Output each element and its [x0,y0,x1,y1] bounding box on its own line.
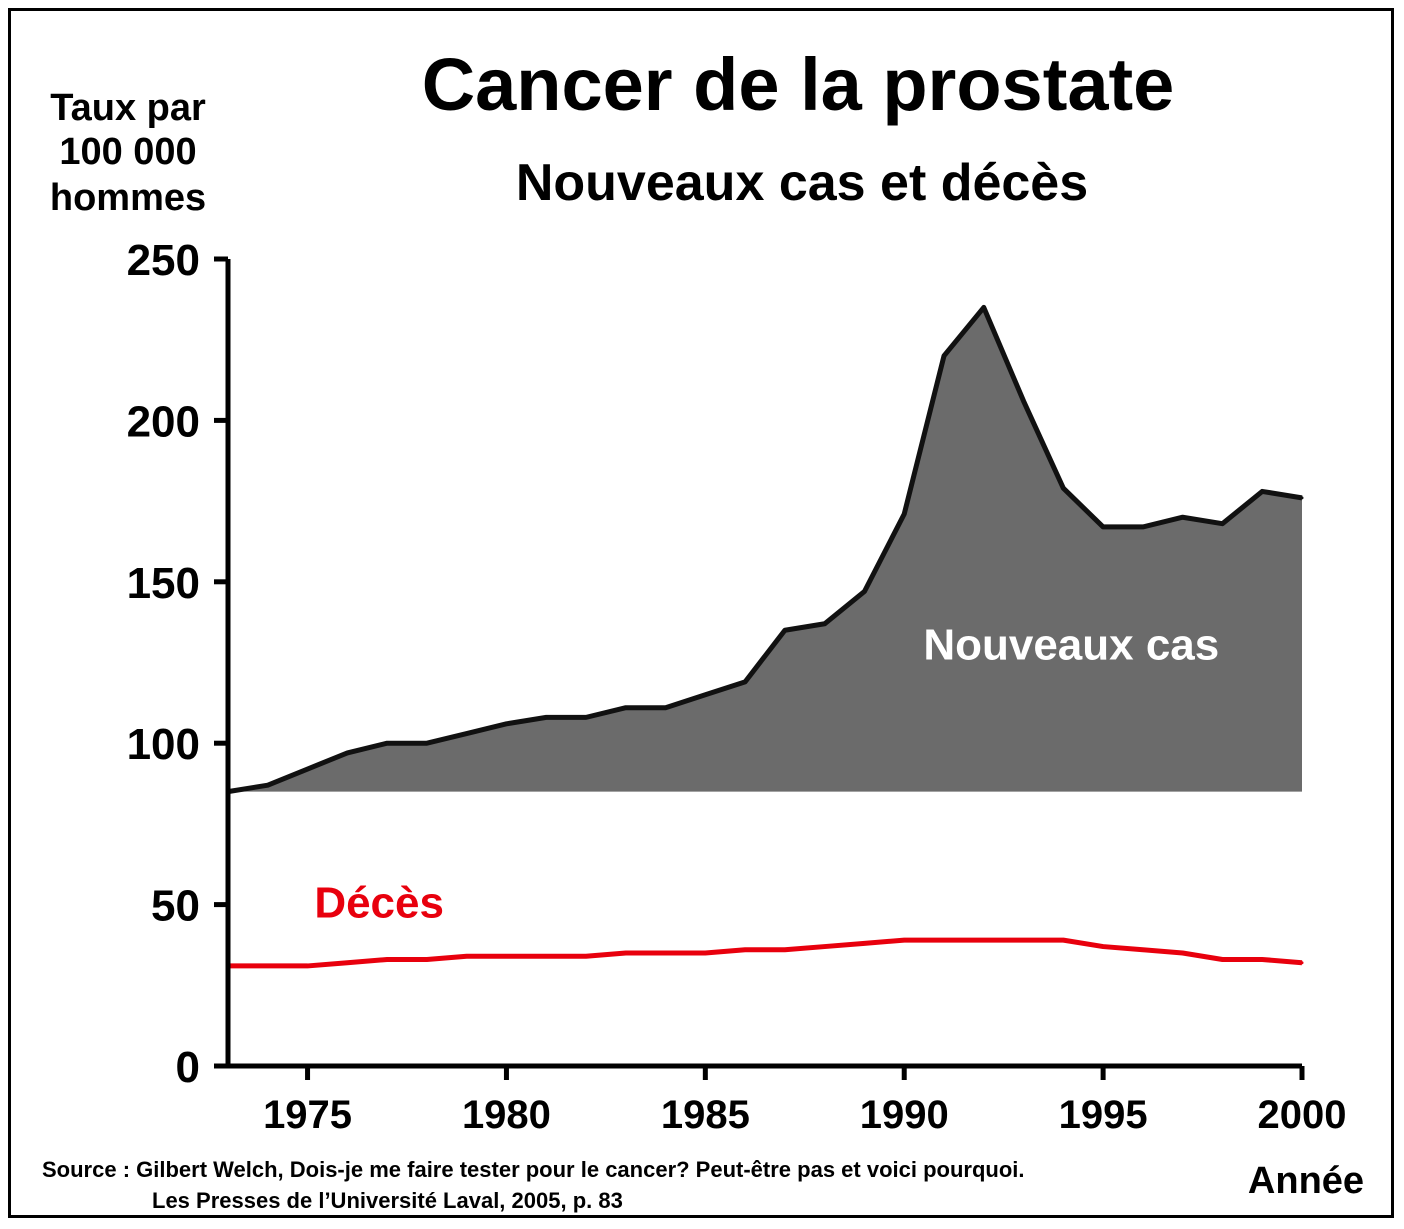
deaths-point [385,957,389,961]
deaths-point [544,954,548,958]
y-tick-label: 250 [127,236,200,285]
deaths-point [1260,957,1264,961]
new-cases-point [465,732,469,736]
new-cases-point [664,706,668,710]
y-tick-label: 50 [151,882,200,931]
deaths-point [982,938,986,942]
x-tick-label: 1975 [263,1093,352,1137]
deaths-point [266,964,270,968]
deaths-point [823,945,827,949]
deaths-point [1220,957,1224,961]
deaths-point [306,964,310,968]
new-cases-point [1220,522,1224,526]
new-cases-point [584,715,588,719]
new-cases-point [385,741,389,745]
deaths-label: Décès [314,879,444,928]
deaths-point [584,954,588,958]
x-tick-label: 1995 [1059,1093,1148,1137]
new-cases-point [504,722,508,726]
x-tick-label: 2000 [1258,1093,1347,1137]
y-axis-label-line-1: Taux par [50,87,206,129]
chart-subtitle: Nouveaux cas et décès [516,154,1088,212]
y-axis-label-line-3: hommes [50,177,206,219]
deaths-point [664,951,668,955]
source-line-2: Les Presses de l’Université Laval, 2005,… [152,1188,623,1213]
new-cases-point [743,680,747,684]
x-axis-label: Année [1248,1160,1364,1202]
y-tick-label: 150 [127,559,200,608]
deaths-point [942,938,946,942]
deaths-point [345,961,349,965]
x-tick-label: 1980 [462,1093,551,1137]
new-cases-point [703,693,707,697]
deaths-point [1181,951,1185,955]
deaths-point [504,954,508,958]
deaths-point [465,954,469,958]
deaths-point [703,951,707,955]
new-cases-point [823,622,827,626]
new-cases-point [902,512,906,516]
new-cases-point [1181,515,1185,519]
new-cases-point [266,783,270,787]
y-axis-label-line-2: 100 000 [59,131,196,173]
y-tick-label: 0 [176,1043,200,1092]
y-tick-label: 200 [127,397,200,446]
new-cases-line [227,304,1303,795]
deaths-line [228,937,1303,969]
new-cases-point [1022,399,1026,403]
deaths-point [1061,938,1065,942]
new-cases-point [1260,489,1264,493]
deaths-point [783,948,787,952]
deaths-point [1022,938,1026,942]
new-cases-point [345,751,349,755]
chart-title: Cancer de la prostate [422,43,1175,126]
new-cases-point [1300,496,1304,500]
source-line-1: Source : Gilbert Welch, Dois-je me faire… [42,1157,1025,1182]
new-cases-area [228,307,1302,792]
plot-area: 0 50 100 150 200 250 1975 1980 1985 1990 1995 2000 N… [127,236,1347,1137]
new-cases-point [624,706,628,710]
new-cases-point [982,305,986,309]
deaths-point [862,941,866,945]
new-cases-point [544,715,548,719]
new-cases-point [425,741,429,745]
x-tick-label: 1990 [860,1093,949,1137]
new-cases-point [306,767,310,771]
deaths-point [1300,961,1304,965]
new-cases-point [1101,525,1105,529]
new-cases-point [1061,486,1065,490]
new-cases-point [783,628,787,632]
deaths-point [425,957,429,961]
new-cases-label: Nouveaux cas [923,620,1219,669]
deaths-point [1101,945,1105,949]
new-cases-point [1141,525,1145,529]
y-tick-label: 100 [127,720,200,769]
new-cases-point [942,354,946,358]
deaths-point [743,948,747,952]
deaths-point [624,951,628,955]
new-cases-point [862,589,866,593]
deaths-point [902,938,906,942]
deaths-point [1141,948,1145,952]
x-tick-label: 1985 [661,1093,750,1137]
